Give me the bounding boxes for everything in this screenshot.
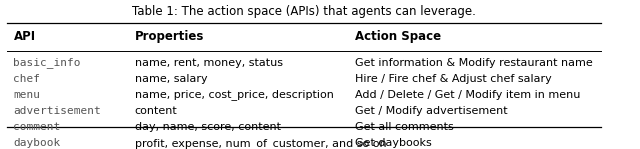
Text: daybook: daybook [13, 138, 61, 148]
Text: profit, expense, num_of_customer, and so on: profit, expense, num_of_customer, and so… [134, 138, 386, 149]
Text: Properties: Properties [134, 30, 204, 43]
Text: Hire / Fire chef & Adjust chef salary: Hire / Fire chef & Adjust chef salary [355, 74, 552, 84]
Text: Add / Delete / Get / Modify item in menu: Add / Delete / Get / Modify item in menu [355, 90, 581, 100]
Text: menu: menu [13, 90, 40, 100]
Text: Get information & Modify restaurant name: Get information & Modify restaurant name [355, 58, 593, 68]
Text: Get / Modify advertisement: Get / Modify advertisement [355, 106, 508, 116]
Text: basic_info: basic_info [13, 57, 81, 68]
Text: name, price, cost_price, description: name, price, cost_price, description [134, 89, 333, 100]
Text: Get all comments: Get all comments [355, 122, 454, 132]
Text: name, rent, money, status: name, rent, money, status [134, 58, 282, 68]
Text: day, name, score, content: day, name, score, content [134, 122, 280, 132]
Text: content: content [134, 106, 177, 116]
Text: chef: chef [13, 74, 40, 84]
Text: comment: comment [13, 122, 61, 132]
Text: name, salary: name, salary [134, 74, 207, 84]
Text: Table 1: The action space (APIs) that agents can leverage.: Table 1: The action space (APIs) that ag… [132, 5, 476, 18]
Text: Action Space: Action Space [355, 30, 442, 43]
Text: Get daybooks: Get daybooks [355, 138, 432, 148]
Text: API: API [13, 30, 36, 43]
Text: advertisement: advertisement [13, 106, 101, 116]
